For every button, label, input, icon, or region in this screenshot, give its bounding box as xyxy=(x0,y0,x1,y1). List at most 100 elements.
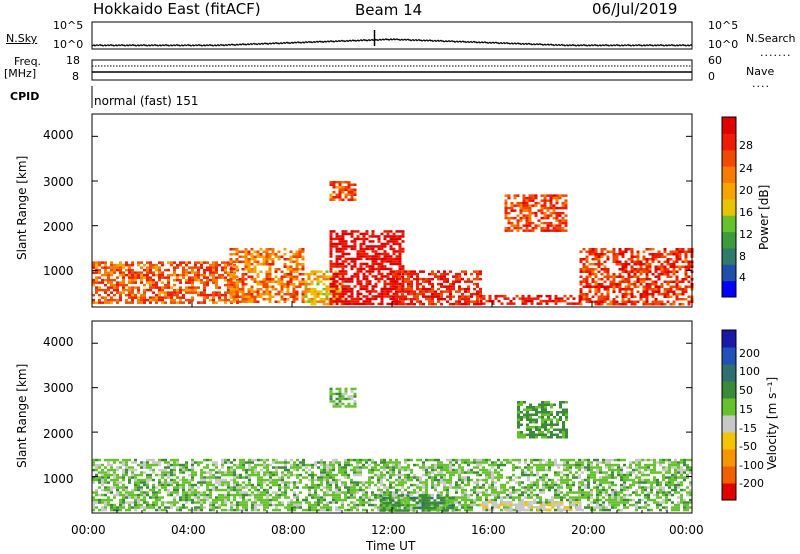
data-cell xyxy=(630,270,634,273)
data-cell xyxy=(512,478,515,482)
data-cell xyxy=(308,501,311,504)
data-cell xyxy=(458,503,461,507)
data-cell xyxy=(149,271,152,274)
data-cell xyxy=(365,466,368,469)
data-cell xyxy=(158,293,161,297)
data-cell xyxy=(398,481,401,484)
data-cell xyxy=(164,283,167,287)
data-cell xyxy=(155,286,158,289)
data-cell xyxy=(437,275,440,278)
data-cell xyxy=(275,506,278,509)
data-cell xyxy=(232,298,236,301)
data-cell xyxy=(395,282,399,286)
data-cell xyxy=(401,282,404,286)
data-cell xyxy=(319,290,323,293)
data-cell xyxy=(329,250,333,253)
data-cell xyxy=(110,268,113,272)
data-cell xyxy=(602,496,605,499)
data-cell xyxy=(233,503,236,507)
data-cell xyxy=(101,501,104,504)
data-cell xyxy=(338,491,341,494)
data-cell xyxy=(164,293,167,297)
data-cell xyxy=(341,250,345,253)
data-cell xyxy=(440,468,443,472)
data-cell xyxy=(265,270,269,273)
data-cell xyxy=(669,285,673,288)
data-cell xyxy=(250,258,254,261)
data-cell xyxy=(431,272,434,276)
data-cell xyxy=(119,476,122,479)
data-cell xyxy=(353,471,356,474)
data-cell xyxy=(561,204,565,207)
data-cell xyxy=(602,461,605,464)
data-cell xyxy=(350,493,353,497)
data-cell xyxy=(386,277,390,281)
data-cell xyxy=(131,291,134,294)
data-cell xyxy=(350,247,354,251)
data-cell xyxy=(260,493,263,497)
data-cell xyxy=(615,285,619,288)
data-cell xyxy=(203,481,206,484)
data-cell xyxy=(140,261,143,264)
data-cell xyxy=(389,297,393,301)
data-cell xyxy=(440,463,443,467)
data-cell xyxy=(104,503,107,507)
data-cell xyxy=(164,286,167,289)
data-cell xyxy=(353,473,356,477)
data-cell xyxy=(338,496,341,499)
data-cell xyxy=(107,463,110,467)
data-cell xyxy=(317,498,320,502)
data-cell xyxy=(179,263,182,267)
data-cell xyxy=(137,261,140,264)
data-cell xyxy=(146,278,149,282)
data-cell xyxy=(221,261,224,264)
data-cell xyxy=(209,491,212,494)
data-cell xyxy=(233,478,236,482)
data-cell xyxy=(467,461,470,464)
data-cell xyxy=(542,458,545,462)
data-cell xyxy=(392,481,395,484)
data-cell xyxy=(407,270,410,273)
data-cell xyxy=(645,275,649,278)
data-cell xyxy=(518,476,521,479)
data-cell xyxy=(287,471,290,474)
data-cell xyxy=(593,476,596,479)
data-cell xyxy=(416,292,419,296)
data-cell xyxy=(545,476,548,479)
data-cell xyxy=(383,257,387,261)
data-cell xyxy=(542,473,545,477)
data-cell xyxy=(410,297,413,301)
data-cell xyxy=(624,293,628,296)
data-cell xyxy=(107,298,110,302)
data-cell xyxy=(173,291,176,294)
data-cell xyxy=(212,498,215,502)
data-cell xyxy=(590,471,593,474)
data-cell xyxy=(338,277,342,281)
data-cell xyxy=(319,280,323,283)
data-cell xyxy=(524,488,527,492)
data-cell xyxy=(191,281,194,284)
data-cell xyxy=(578,468,581,472)
data-cell xyxy=(299,481,302,484)
data-cell xyxy=(191,268,194,272)
data-cell xyxy=(579,283,583,286)
data-cell xyxy=(230,486,233,489)
data-cell xyxy=(110,286,113,289)
data-cell xyxy=(292,288,296,291)
data-cell xyxy=(332,481,335,484)
data-cell xyxy=(657,275,661,278)
data-cell xyxy=(534,211,538,215)
data-cell xyxy=(383,476,386,479)
data-cell xyxy=(657,265,661,268)
data-cell xyxy=(569,501,572,504)
data-cell xyxy=(524,471,527,474)
data-cell xyxy=(206,471,209,474)
data-cell xyxy=(122,506,125,509)
data-cell xyxy=(515,481,518,484)
data-cell xyxy=(266,466,269,469)
data-cell xyxy=(158,273,161,277)
data-cell xyxy=(533,297,537,300)
data-cell xyxy=(371,262,375,266)
data-cell xyxy=(407,491,410,494)
data-cell xyxy=(672,265,676,268)
